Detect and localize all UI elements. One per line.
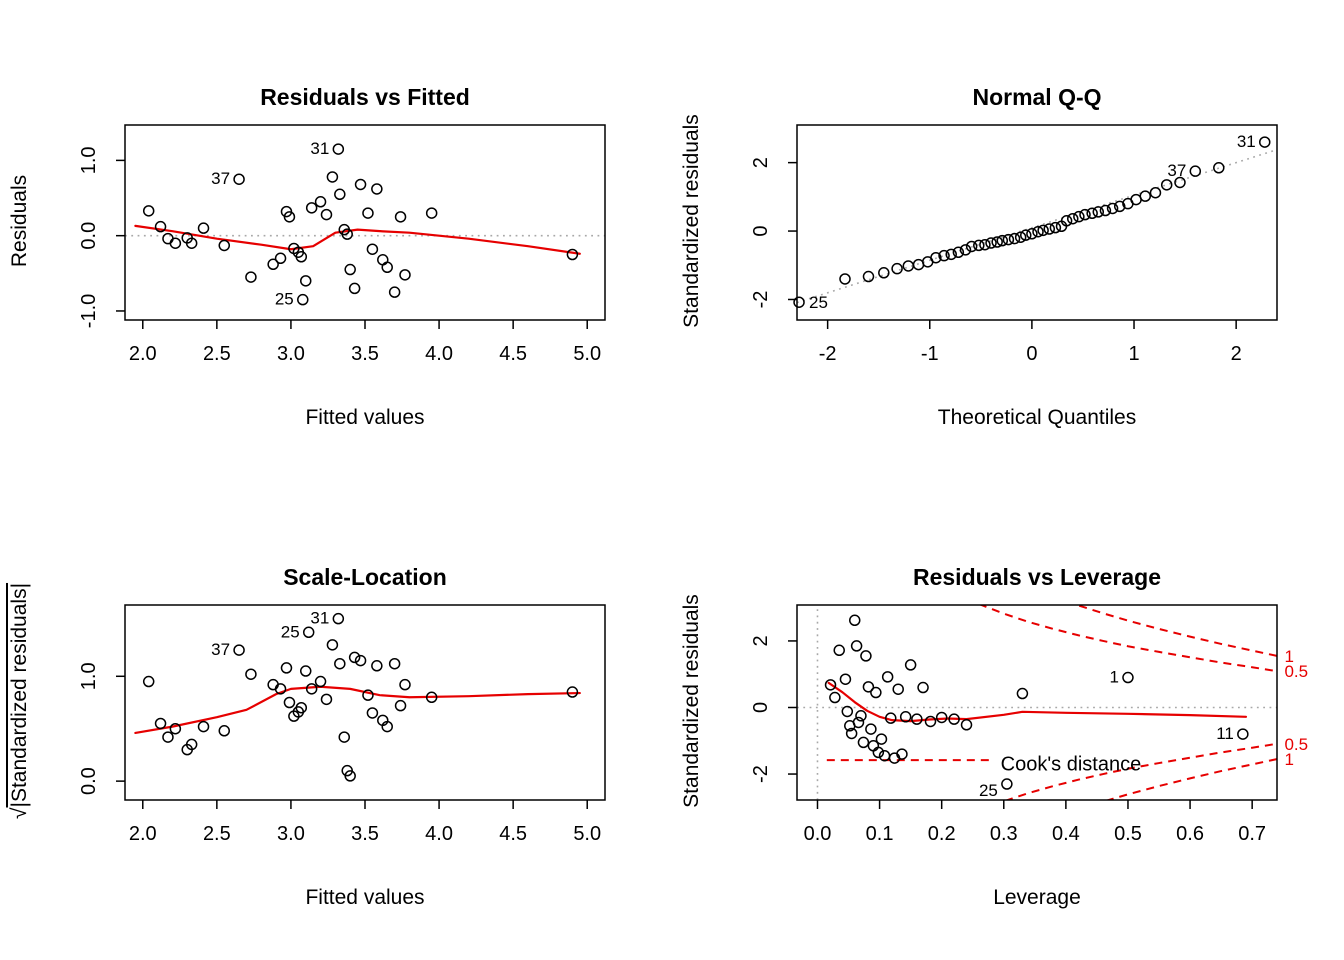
svg-text:1: 1 [1284,750,1293,769]
svg-text:5.0: 5.0 [573,343,601,365]
svg-text:1: 1 [1128,343,1139,365]
svg-text:0.1: 0.1 [866,823,894,845]
svg-text:25: 25 [275,290,294,309]
svg-text:-2: -2 [819,343,837,365]
x-axis-label: Fitted values [305,406,425,429]
svg-text:3.0: 3.0 [277,823,305,845]
svg-text:2.0: 2.0 [129,823,157,845]
svg-text:2: 2 [1231,343,1242,365]
x-axis-label: Leverage [993,886,1081,909]
svg-text:0.0: 0.0 [78,767,100,795]
svg-text:11: 11 [1216,724,1234,743]
plot-residuals-vs-leverage: 0.0 0.1 0.2 0.3 0.4 0.5 0.6 0.7-20211125Cook's … [750,604,1308,845]
panel-normal-qq: Normal Q-Q Standardized residuals -2 -1 0 1… [672,0,1344,480]
panel-title: Scale-Location [283,564,447,590]
svg-text:2.5: 2.5 [203,823,231,845]
panel-title: Normal Q-Q [972,84,1102,110]
svg-text:-1: -1 [921,343,939,365]
svg-text:25: 25 [979,781,998,800]
svg-text:Cook's distance: Cook's distance [1001,754,1142,776]
svg-text:31: 31 [1237,132,1256,151]
svg-text:0.5: 0.5 [1284,662,1308,681]
svg-text:2: 2 [750,635,772,646]
x-axis-label: Fitted values [305,886,425,909]
svg-text:37: 37 [211,169,230,188]
svg-text:1.0: 1.0 [78,146,100,174]
panel-scale-location: Scale-Location √|Standardized residuals|… [0,480,672,960]
svg-text:37: 37 [1167,161,1186,180]
svg-text:25: 25 [809,293,828,312]
svg-text:0.3: 0.3 [990,823,1018,845]
svg-text:3.0: 3.0 [277,343,305,365]
svg-text:0.6: 0.6 [1176,823,1204,845]
svg-text:4.0: 4.0 [425,343,453,365]
plot-residuals-vs-fitted: 2.0 2.5 3.0 3.5 4.0 4.5 5.0 -1.0 0.0 1.0 31 37 25 [78,124,606,365]
plot-scale-location: 2.0 2.5 3.0 3.5 4.0 4.5 5.0 0.0 1.0 31 25 37 [78,604,606,845]
svg-text:2.5: 2.5 [203,343,231,365]
panel-title: Residuals vs Fitted [260,84,470,110]
svg-text:0.0: 0.0 [78,222,100,250]
svg-text:0.2: 0.2 [928,823,956,845]
svg-text:2: 2 [750,157,772,168]
svg-text:0: 0 [750,225,772,236]
panel-residuals-vs-leverage: Residuals vs Leverage Standardized resid… [672,480,1344,960]
svg-text:31: 31 [310,609,329,628]
svg-text:-2: -2 [750,291,772,309]
plot-normal-qq: -2 -1 0 1 2 -2 0 2 25 37 31 [750,124,1278,365]
svg-text:2.0: 2.0 [129,343,157,365]
svg-text:1: 1 [1110,668,1119,687]
svg-text:-1.0: -1.0 [78,294,100,328]
panel-residuals-vs-fitted: Residuals vs Fitted Residuals 2.0 2.5 3.0 3… [0,0,672,480]
svg-text:4.0: 4.0 [425,823,453,845]
svg-text:0: 0 [1026,343,1037,365]
svg-text:0.0: 0.0 [804,823,832,845]
svg-text:0: 0 [750,702,772,713]
svg-text:37: 37 [211,640,230,659]
svg-text:0.7: 0.7 [1238,823,1266,845]
x-axis-label: Theoretical Quantiles [937,406,1137,429]
svg-text:1.0: 1.0 [78,662,100,690]
svg-text:3.5: 3.5 [351,343,379,365]
panel-title: Residuals vs Leverage [912,564,1162,590]
svg-text:4.5: 4.5 [499,823,527,845]
svg-text:-2: -2 [750,765,772,783]
svg-text:0.5: 0.5 [1284,735,1308,754]
svg-text:3.5: 3.5 [351,823,379,845]
svg-text:0.5: 0.5 [1114,823,1142,845]
svg-text:31: 31 [310,139,329,158]
svg-text:0.4: 0.4 [1052,823,1080,845]
svg-text:4.5: 4.5 [499,343,527,365]
svg-text:5.0: 5.0 [573,823,601,845]
svg-text:25: 25 [281,622,300,641]
svg-text:1: 1 [1284,647,1293,666]
